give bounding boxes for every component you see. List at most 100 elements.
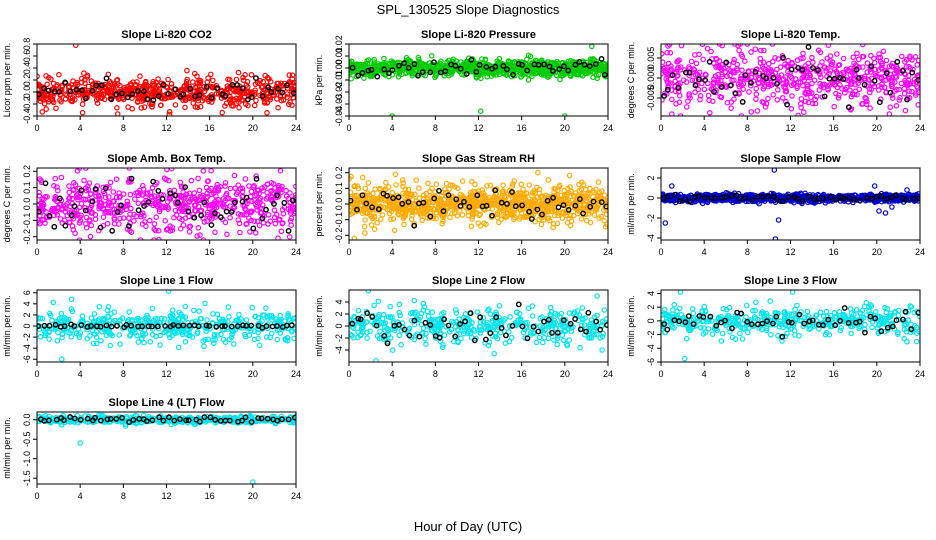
data-point [370,190,376,197]
x-tick-label: 20 [560,247,570,257]
data-point [359,174,366,181]
outlier-point [876,208,882,214]
data-point [141,104,148,110]
data-point [877,96,884,102]
data-point [443,180,450,187]
data-point [593,186,599,193]
data-point [867,66,874,73]
data-point [159,205,166,211]
panel-title: Slope Li-820 CO2 [121,29,211,41]
data-point [886,63,893,70]
data-point [683,104,690,110]
hourly-mean-point [546,63,553,70]
data-point [43,214,50,220]
hourly-mean-point [46,212,53,219]
hourly-mean-point [510,72,516,78]
data-point [759,80,766,87]
outlier-point [775,217,782,223]
hourly-mean-point [883,195,890,202]
data-point [215,196,222,203]
data-point [264,110,270,116]
hourly-mean-point [355,72,362,79]
data-point [689,77,696,84]
data-point [148,193,155,200]
data-point [158,102,164,109]
data-point [265,212,272,218]
hourly-mean-point [135,88,141,94]
hourly-mean-point [457,65,464,72]
hourly-mean-point [125,223,132,230]
data-point [509,183,516,190]
x-tick-label: 16 [829,247,839,257]
hourly-mean-point [805,44,812,50]
data-point [243,101,249,107]
data-point [237,186,244,192]
hourly-mean-point [512,203,519,210]
data-point [898,53,905,60]
data-point [349,195,354,202]
data-point [255,187,262,193]
data-point [688,58,695,65]
data-point [762,104,769,110]
data-point [718,77,724,84]
hourly-mean-point [765,193,771,200]
data-point [171,214,177,221]
data-point [475,220,482,226]
hourly-mean-point [108,96,115,103]
data-point [186,224,192,230]
hourly-mean-point [411,61,418,67]
hourly-mean-point [586,63,593,69]
hourly-mean-point [535,62,542,68]
data-point [105,209,112,216]
y-tick-label: -0.1 [22,213,32,229]
data-point [915,102,920,108]
hourly-mean-point [97,224,104,231]
data-point [79,109,86,116]
data-point [477,195,484,202]
hourly-mean-point [826,75,833,82]
data-point [207,214,213,221]
data-point [248,188,255,195]
data-point [431,62,438,68]
data-point [877,59,884,65]
data-point [667,80,673,86]
y-tick-label: 0.005 [646,47,656,70]
hourly-mean-point [763,75,769,82]
hourly-mean-point [369,204,375,211]
data-point [54,187,61,194]
data-point [700,56,707,63]
data-point [264,100,271,106]
data-points [349,169,608,240]
data-point [850,54,857,61]
hourly-mean-point [799,67,806,73]
hourly-mean-point [752,69,759,75]
hourly-mean-point [840,76,847,83]
y-tick-label: -0.02 [334,82,344,103]
outlier-point [73,44,79,48]
data-point [399,207,406,213]
data-point [259,213,266,219]
data-point [755,76,762,82]
hourly-mean-point [590,198,597,205]
data-point [468,223,475,230]
data-point [137,237,144,240]
y-tick-label: -0.005 [646,85,656,111]
data-point [251,102,258,109]
data-point [470,206,476,213]
data-point [661,194,664,200]
data-point [223,192,229,198]
data-point [855,56,862,63]
data-point [847,72,854,78]
data-point [417,210,424,217]
x-tick-label: 0 [34,123,39,133]
data-points [37,168,296,240]
hourly-mean-point [211,210,218,217]
hourly-mean-point [42,180,49,187]
hourly-mean-point [711,195,718,202]
hourly-mean-point [109,227,116,234]
hourly-mean-point [445,192,452,199]
data-point [912,53,919,60]
data-point [66,189,73,196]
data-point [201,88,208,95]
hourly-mean-point [576,59,583,65]
